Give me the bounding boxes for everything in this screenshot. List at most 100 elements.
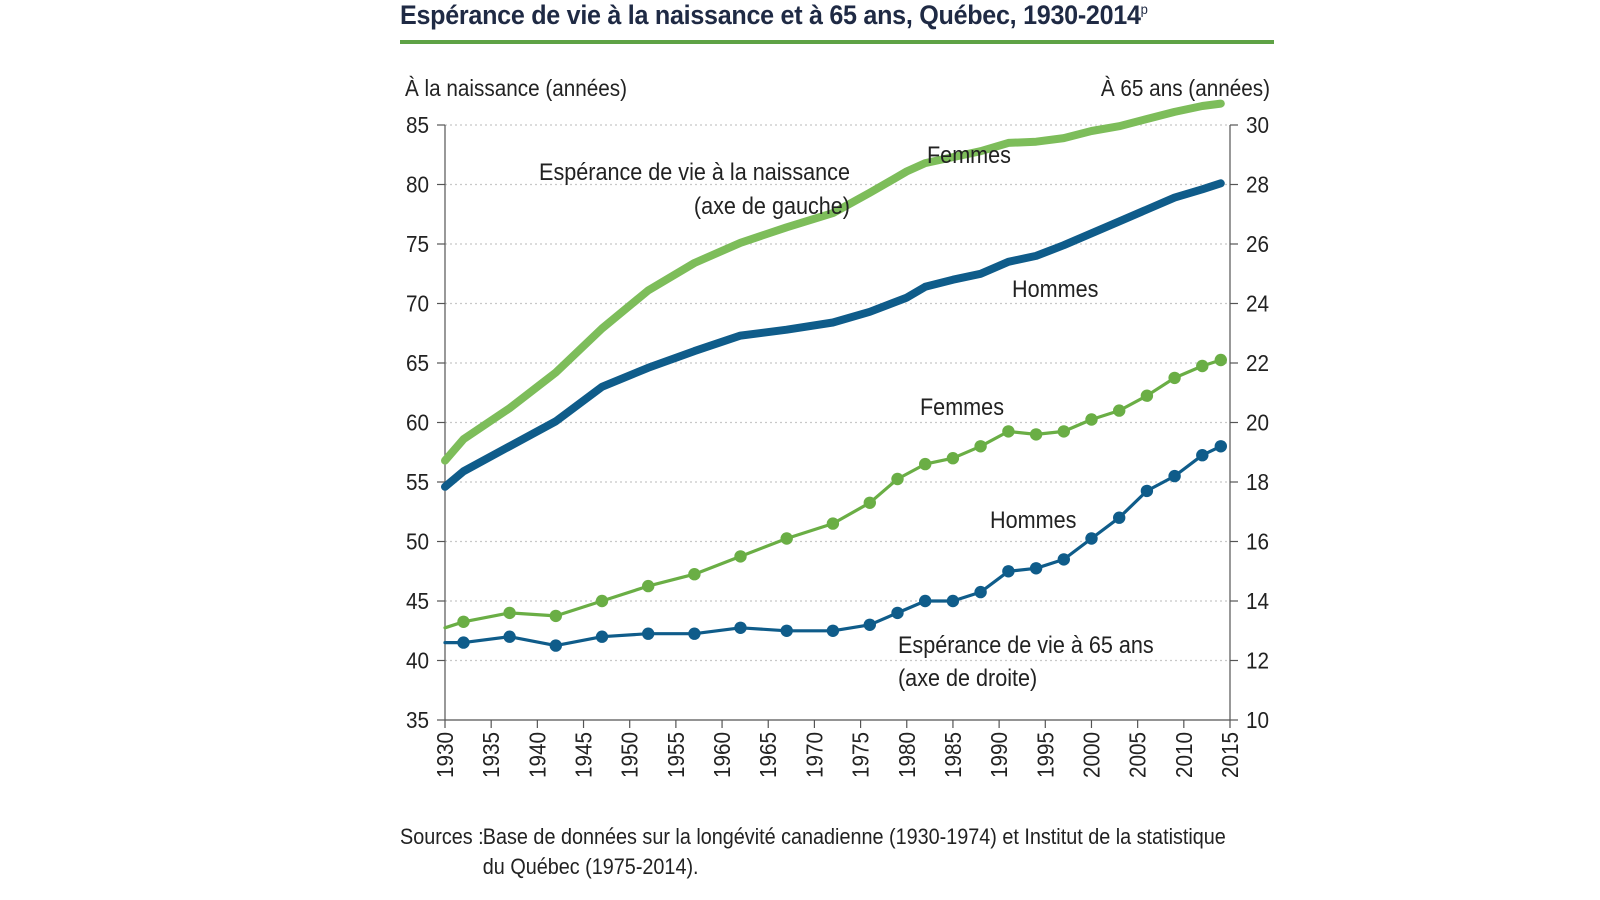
annotation-birth-line2: (axe de gauche) <box>694 192 850 219</box>
life-expectancy-chart: 35 40 45 50 55 60 65 70 75 80 85 10 12 14 16 18 20 22 24 2… <box>405 75 1270 778</box>
hommes-65-point-1972 <box>826 624 840 637</box>
x-tick-label-1950: 1950 <box>617 732 643 778</box>
left-tick-label-45: 45 <box>406 588 429 614</box>
hommes-65-point-1962 <box>734 621 747 634</box>
source-text-line1: Base de données sur la longévité canadie… <box>482 824 1226 849</box>
femmes-65-point-1976 <box>863 496 876 509</box>
chart-title-text: Espérance de vie à la naissance et à 65 … <box>400 0 1141 30</box>
femmes-65-point-1932 <box>457 615 470 628</box>
hommes-65-point-1937 <box>503 630 516 643</box>
femmes-65-point-2006 <box>1140 389 1154 402</box>
left-tick-label-35: 35 <box>406 707 429 733</box>
femmes-65-point-1997 <box>1057 425 1071 438</box>
right-tick-label-16: 16 <box>1246 528 1269 554</box>
annotation-65-line1: Espérance de vie à 65 ans <box>898 631 1154 658</box>
hommes-65-point-2000 <box>1085 532 1098 545</box>
femmes-65-point-1979 <box>891 472 904 486</box>
x-axis-ticks: 1930 1935 1940 1945 1950 1955 1960 1965 1970 1975… <box>432 720 1243 778</box>
right-axis-label: À 65 ans (années) <box>1101 75 1270 101</box>
left-tick-label-70: 70 <box>406 290 429 316</box>
left-tick-label-85: 85 <box>406 112 429 138</box>
label-hommes-65: Hommes <box>990 506 1076 533</box>
x-tick-label-1985: 1985 <box>940 732 966 778</box>
hommes-65-point-1988 <box>974 585 987 599</box>
hommes-65-point-2014 <box>1214 440 1228 453</box>
hommes-65-point-1952 <box>642 627 655 640</box>
femmes-65-point-1957 <box>688 568 701 581</box>
x-tick-label-2005: 2005 <box>1125 732 1151 778</box>
hommes-65-point-2009 <box>1168 469 1181 483</box>
series-group <box>441 99 1228 652</box>
hommes-65-point-1942 <box>549 639 562 652</box>
left-tick-label-65: 65 <box>406 350 429 376</box>
annotation-birth-line1: Espérance de vie à la naissance <box>539 158 850 185</box>
x-tick-label-1995: 1995 <box>1032 732 1058 778</box>
x-tick-label-2010: 2010 <box>1171 732 1197 778</box>
x-tick-label-1955: 1955 <box>663 732 689 778</box>
hommes-birth-line <box>441 179 1225 491</box>
x-tick-label-1935: 1935 <box>478 732 504 778</box>
hommes-65-point-1985 <box>946 594 960 608</box>
source-text-line2: du Québec (1975-2014). <box>482 854 699 879</box>
femmes-65-point-2014 <box>1214 353 1228 367</box>
hommes-65-point-1982 <box>919 594 932 608</box>
title-rule <box>400 40 1274 44</box>
hommes-65-point-1932 <box>457 636 470 649</box>
left-tick-label-60: 60 <box>406 409 429 435</box>
right-tick-label-30: 30 <box>1246 112 1269 138</box>
hommes-65-point-2012 <box>1196 449 1209 462</box>
hommes-65-point-1979 <box>891 606 904 620</box>
source-note: Sources :Base de données sur la longévit… <box>400 822 1226 882</box>
hommes-65-point-1994 <box>1029 562 1043 575</box>
left-tick-label-50: 50 <box>406 528 429 554</box>
femmes-birth-line <box>441 99 1225 465</box>
x-tick-label-1975: 1975 <box>848 732 874 778</box>
hommes-65-point-1967 <box>780 624 793 637</box>
right-tick-label-10: 10 <box>1246 707 1269 733</box>
label-femmes-birth: Femmes <box>927 141 1011 168</box>
femmes-65-point-2012 <box>1196 359 1209 373</box>
hommes-65-line <box>443 444 1223 648</box>
label-femmes-65: Femmes <box>920 393 1004 420</box>
left-axis-ticks: 35 40 45 50 55 60 65 70 75 80 85 <box>406 112 445 733</box>
hommes-65-point-1991 <box>1002 565 1015 578</box>
femmes-65-line <box>443 358 1223 630</box>
femmes-65-point-1982 <box>919 457 932 471</box>
left-tick-label-80: 80 <box>406 171 429 197</box>
femmes-65-point-2000 <box>1085 413 1098 426</box>
hommes-65-point-1976 <box>863 618 876 631</box>
hommes-65-point-2006 <box>1140 484 1154 498</box>
femmes-65-point-1952 <box>642 579 655 593</box>
chart-title-superscript: p <box>1140 1 1148 17</box>
label-hommes-birth: Hommes <box>1012 275 1098 302</box>
femmes-65-point-1942 <box>549 609 562 623</box>
x-tick-label-2000: 2000 <box>1078 732 1104 778</box>
femmes-65-point-1994 <box>1029 428 1043 441</box>
x-tick-label-1960: 1960 <box>709 732 735 778</box>
femmes-65-point-1962 <box>734 550 747 563</box>
femmes-65-point-1988 <box>974 440 987 453</box>
hommes-65-point-2003 <box>1113 511 1126 524</box>
grid-lines <box>445 124 1230 662</box>
x-tick-label-1965: 1965 <box>755 732 781 778</box>
femmes-65-point-1985 <box>946 452 960 465</box>
femmes-65-point-1967 <box>780 532 793 545</box>
x-tick-label-1945: 1945 <box>571 732 597 778</box>
right-tick-label-24: 24 <box>1246 290 1269 316</box>
left-tick-label-40: 40 <box>406 647 429 673</box>
right-tick-label-28: 28 <box>1246 171 1269 197</box>
x-tick-label-1970: 1970 <box>801 732 827 778</box>
femmes-65-point-1972 <box>826 517 840 530</box>
femmes-65-point-1991 <box>1002 425 1015 438</box>
femmes-65-point-2009 <box>1168 371 1181 385</box>
right-tick-label-20: 20 <box>1246 409 1269 435</box>
femmes-65-point-2003 <box>1113 404 1126 417</box>
chart-title: Espérance de vie à la naissance et à 65 … <box>400 0 1148 31</box>
right-tick-label-12: 12 <box>1246 647 1269 673</box>
right-tick-label-14: 14 <box>1246 588 1269 614</box>
x-tick-label-2015: 2015 <box>1217 732 1243 778</box>
left-tick-label-75: 75 <box>406 231 429 257</box>
left-axis-label: À la naissance (années) <box>405 75 627 101</box>
right-tick-label-18: 18 <box>1246 469 1269 495</box>
hommes-65-point-1997 <box>1057 553 1071 566</box>
